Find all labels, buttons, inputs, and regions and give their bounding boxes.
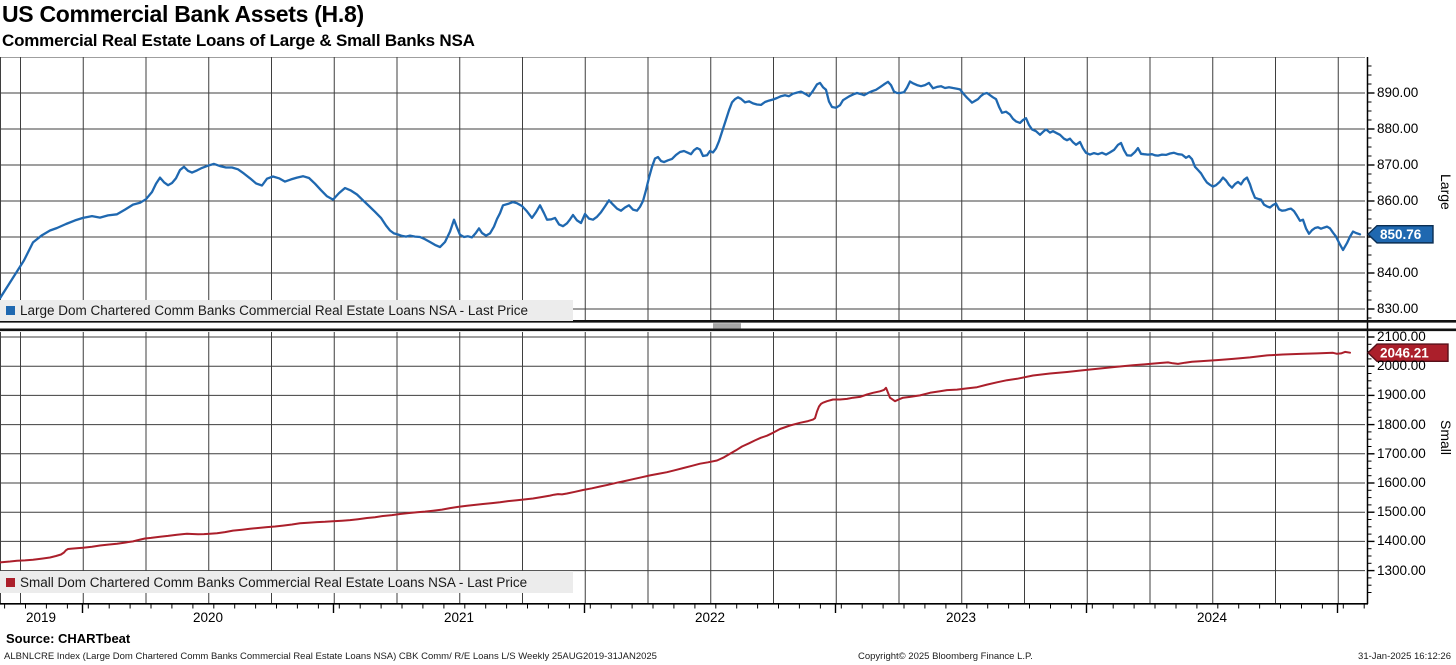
small-series-marker-icon <box>6 577 15 587</box>
page-subtitle: Commercial Real Estate Loans of Large & … <box>2 31 475 50</box>
y-tick-label: 880.00 <box>1377 121 1419 136</box>
svg-text:850.76: 850.76 <box>1380 227 1422 242</box>
y-tick-label: 1800.00 <box>1377 416 1426 432</box>
bottom-panel-axis-title: Small <box>1438 420 1454 456</box>
y-tick-label: 1900.00 <box>1377 387 1426 403</box>
legend-small-series[interactable]: Small Dom Chartered Comm Banks Commercia… <box>0 571 573 593</box>
top-panel-axis-title: Large <box>1438 174 1454 210</box>
page-title: US Commercial Bank Assets (H.8) <box>2 1 364 27</box>
x-tick-label: 2020 <box>192 610 224 625</box>
footer-index-description: ALBNLCRE Index (Large Dom Chartered Comm… <box>4 651 657 662</box>
legend-large-label: Large Dom Chartered Comm Banks Commercia… <box>20 303 528 318</box>
y-tick-label: 1600.00 <box>1377 475 1426 490</box>
y-tick-label: 830.00 <box>1377 301 1419 316</box>
legend-small-label: Small Dom Chartered Comm Banks Commercia… <box>20 574 528 590</box>
y-tick-label: 2100.00 <box>1377 329 1426 344</box>
large-series-marker-icon <box>6 306 15 315</box>
large-last-price-badge: 850.76 <box>1366 224 1434 244</box>
y-tick-label: 2000.00 <box>1377 358 1426 374</box>
y-tick-label: 1700.00 <box>1377 445 1426 461</box>
footer-copyright: Copyright© 2025 Bloomberg Finance L.P. <box>858 651 1033 662</box>
y-tick-label: 870.00 <box>1377 157 1419 172</box>
y-tick-label: 1300.00 <box>1377 562 1426 578</box>
x-tick-label: 2022 <box>694 610 726 625</box>
panel-divider-handle[interactable] <box>713 323 741 329</box>
legend-large-series[interactable]: Large Dom Chartered Comm Banks Commercia… <box>0 300 573 321</box>
source-line: Source: CHARTbeat <box>6 631 131 646</box>
small-last-price-badge: 2046.21 <box>1366 343 1449 363</box>
svg-text:2046.21: 2046.21 <box>1380 346 1429 361</box>
y-tick-label: 840.00 <box>1377 265 1419 280</box>
y-tick-label: 1500.00 <box>1377 504 1426 520</box>
y-tick-label: 1400.00 <box>1377 533 1426 549</box>
x-tick-label: 2021 <box>443 610 475 625</box>
x-tick-label: 2019 <box>25 610 57 625</box>
x-tick-label: 2023 <box>945 610 977 625</box>
y-tick-label: 860.00 <box>1377 193 1419 208</box>
footer-timestamp: 31-Jan-2025 16:12:26 <box>1358 651 1451 662</box>
chart-plot-area[interactable]: 850.76 2046.21 <box>0 57 1456 622</box>
x-tick-label: 2024 <box>1196 610 1228 625</box>
y-tick-label: 890.00 <box>1377 85 1419 100</box>
